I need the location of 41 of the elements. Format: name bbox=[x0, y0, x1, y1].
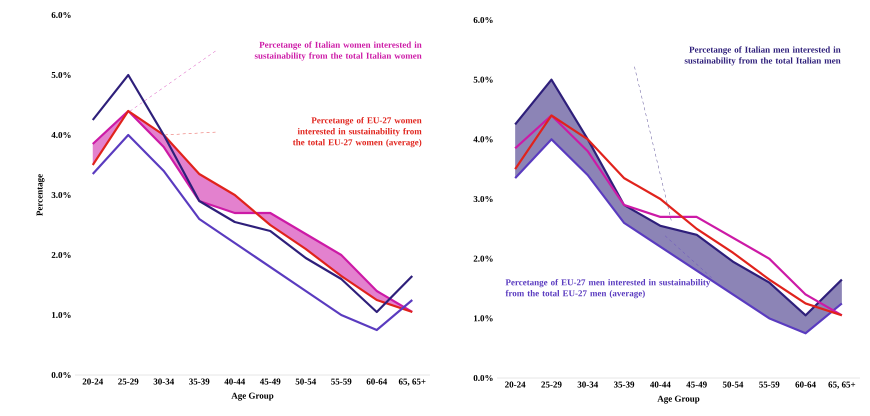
y-tick-label: 0.0% bbox=[52, 372, 71, 378]
y-tick-label: 2.0% bbox=[52, 252, 71, 258]
x-tick-label: 20-24 bbox=[505, 382, 526, 388]
x-axis-title: Age Group bbox=[657, 396, 700, 404]
x-tick-label: 30-34 bbox=[578, 382, 598, 388]
x-tick-label: 65, 65+ bbox=[828, 382, 856, 389]
x-tick-label: 35-39 bbox=[189, 378, 210, 385]
y-tick-label: 2.0% bbox=[474, 256, 493, 262]
x-tick-label: 65, 65+ bbox=[398, 378, 426, 386]
x-tick-label: 30-34 bbox=[154, 378, 174, 385]
y-axis-title: Percentage bbox=[36, 174, 44, 216]
annotation: Percetange of Italian men interested in sustainability from the total Italian men bbox=[684, 46, 841, 66]
x-tick-label: 60-64 bbox=[366, 378, 388, 385]
x-tick-label: 25-29 bbox=[541, 382, 562, 388]
y-tick-label: 5.0% bbox=[474, 76, 493, 83]
y-tick-label: 3.0% bbox=[52, 192, 71, 198]
y-tick-label: 1.0% bbox=[474, 315, 493, 322]
y-tick-label: 3.0% bbox=[474, 196, 493, 202]
x-tick-label: 60-64 bbox=[795, 382, 816, 388]
annotation: Percetange of Italian women interested in sustainability from the total Italian women bbox=[254, 41, 422, 61]
x-tick-label: 45-49 bbox=[260, 378, 280, 385]
annotation: Percetange of EU-27 women interested in sustainability from the total EU-27 women (average) bbox=[292, 116, 422, 148]
x-tick-label: 55-59 bbox=[759, 382, 780, 388]
y-tick-label: 4.0% bbox=[473, 136, 493, 142]
y-tick-label: 4.0% bbox=[51, 132, 71, 138]
y-tick-label: 5.0% bbox=[52, 72, 71, 78]
x-tick-label: 40-44 bbox=[650, 382, 671, 388]
x-tick-label: 50-54 bbox=[722, 382, 744, 388]
x-tick-label: 45-49 bbox=[686, 382, 707, 388]
x-tick-label: 55-59 bbox=[331, 378, 352, 385]
y-tick-label: 6.0% bbox=[52, 12, 71, 18]
annotation: Percetange of EU-27 men interested in sustainability from the total EU-27 men (average) bbox=[506, 278, 710, 298]
x-tick-label: 25-29 bbox=[118, 378, 138, 385]
x-tick-label: 50-54 bbox=[296, 378, 316, 385]
y-tick-label: 1.0% bbox=[52, 312, 71, 318]
x-tick-label: 35-39 bbox=[614, 382, 634, 388]
x-tick-label: 40-44 bbox=[224, 378, 246, 385]
x-tick-label: 20-24 bbox=[82, 378, 104, 385]
x-axis-title: Age Group bbox=[231, 392, 274, 401]
y-tick-label: 6.0% bbox=[474, 16, 493, 24]
y-tick-label: 0.0% bbox=[474, 374, 493, 382]
